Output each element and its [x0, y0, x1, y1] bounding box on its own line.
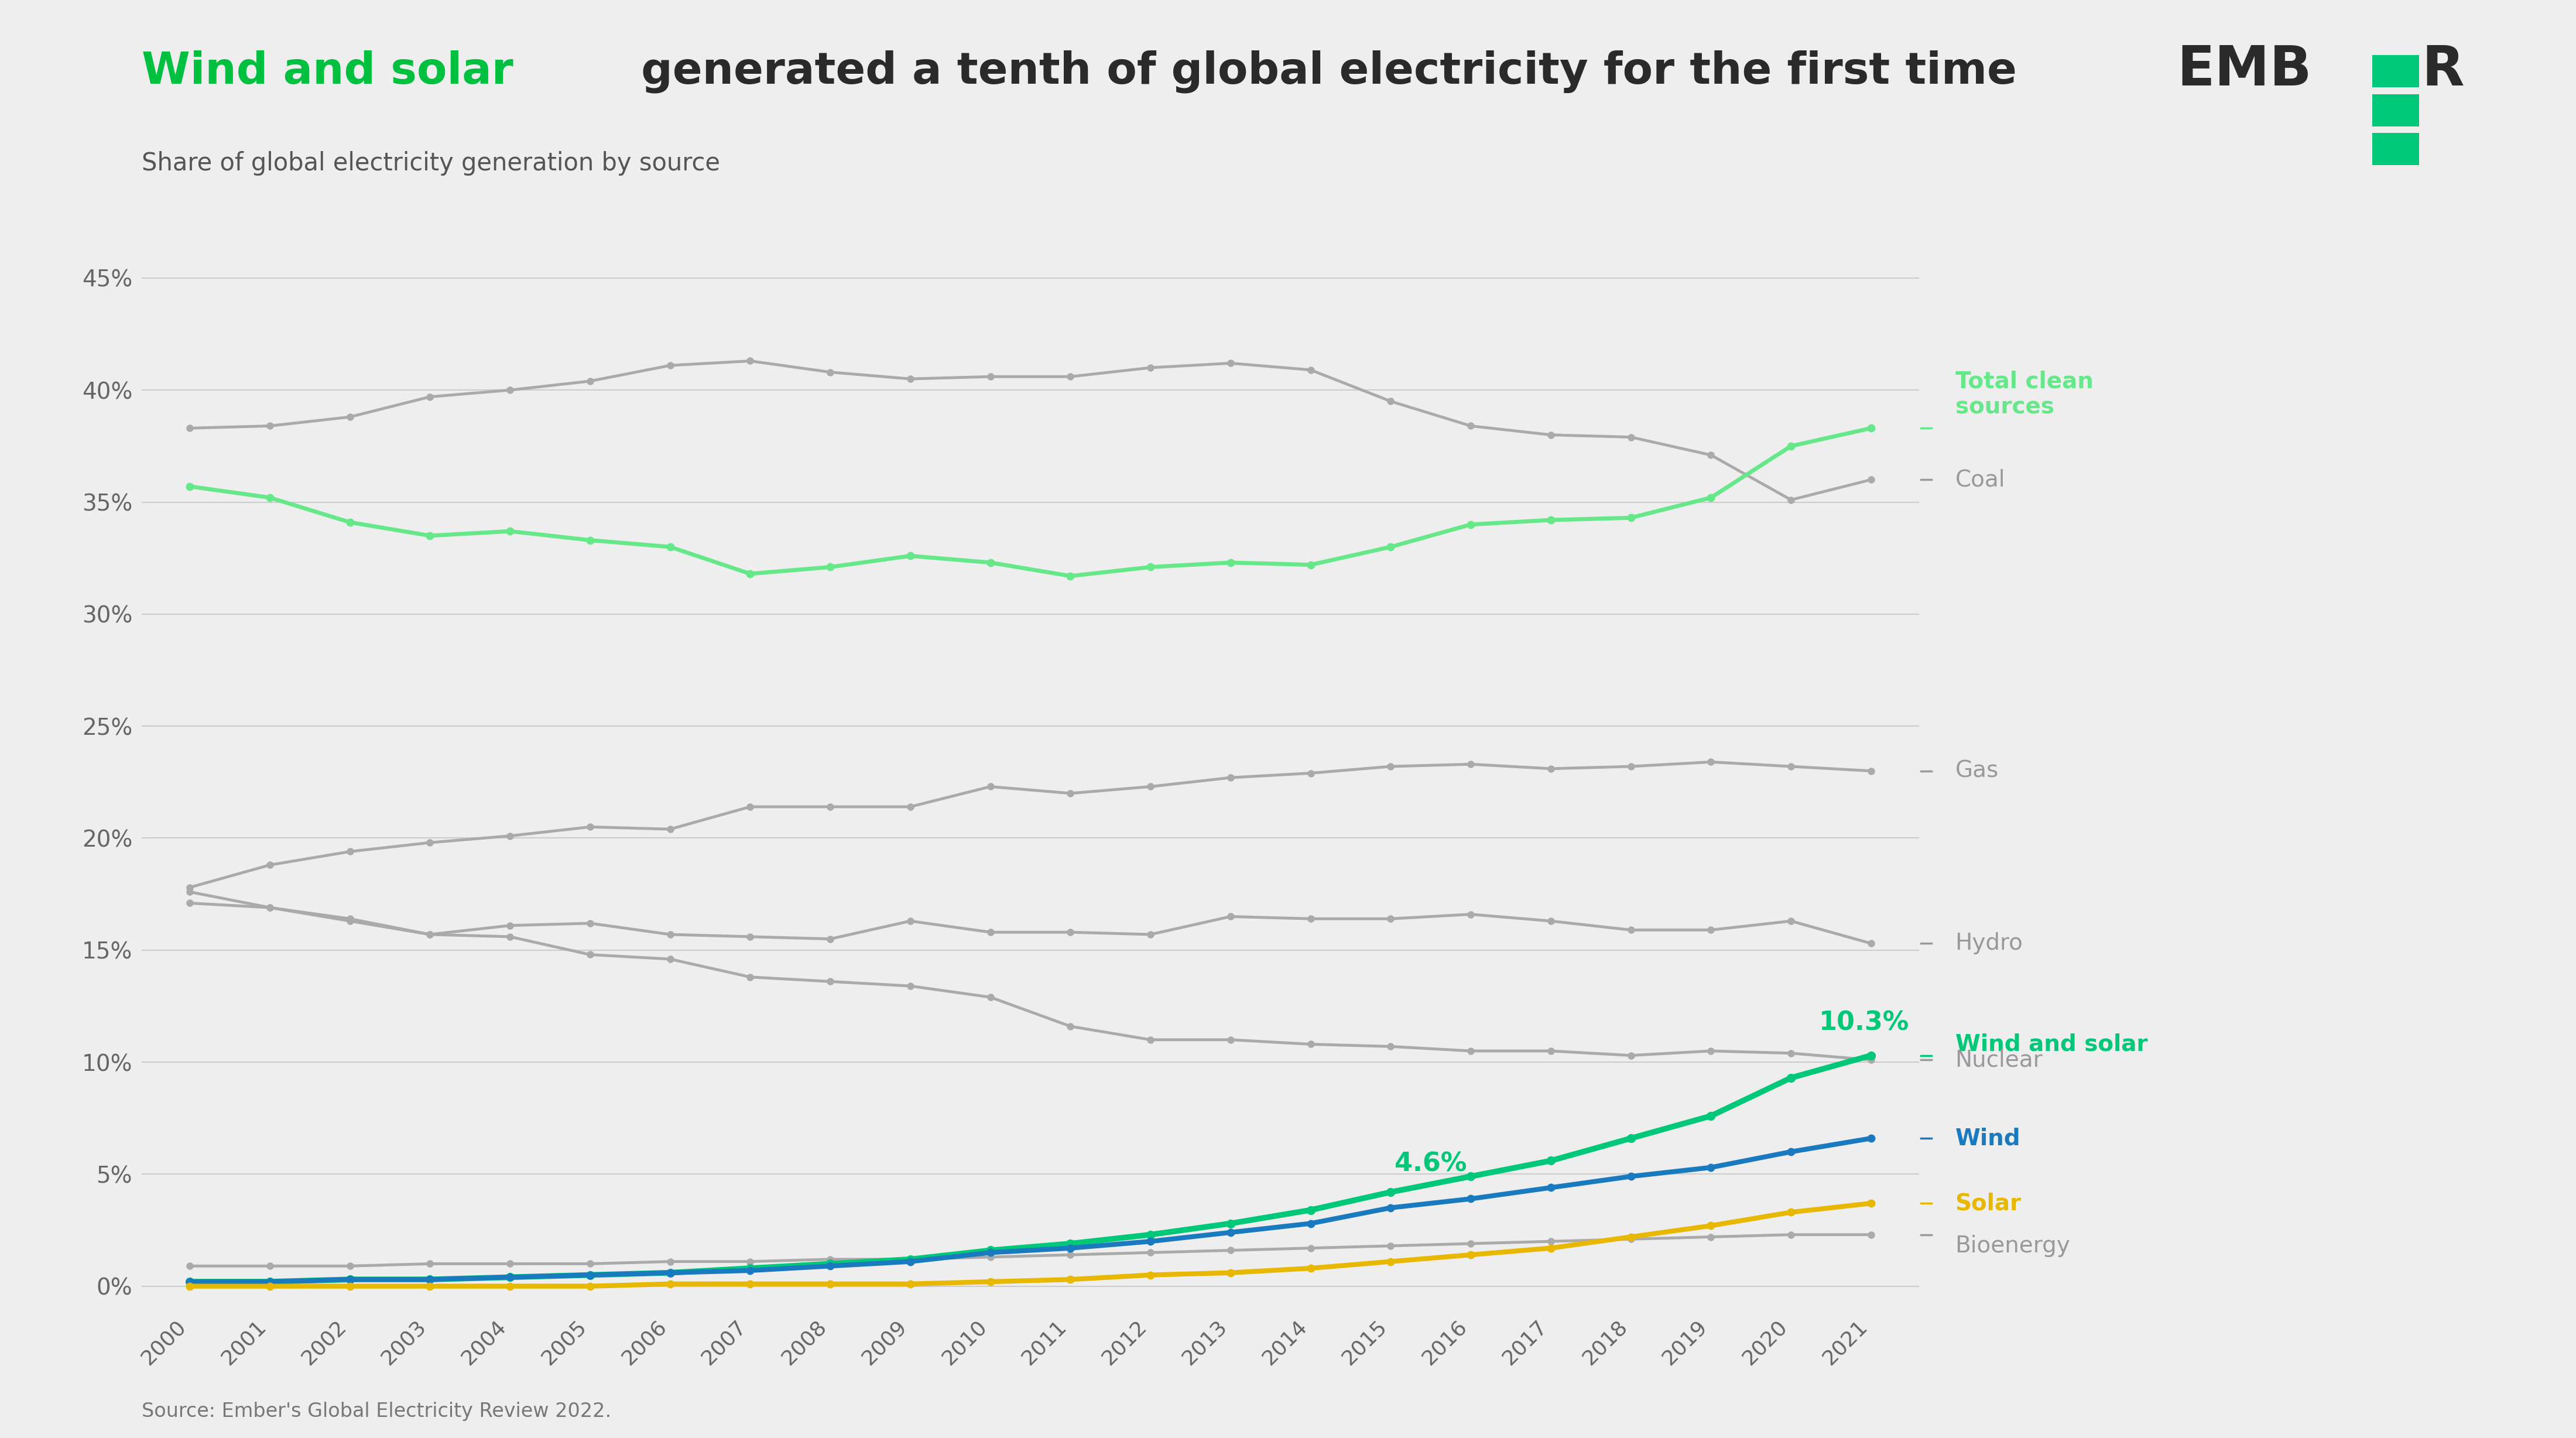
Text: Wind: Wind — [1955, 1127, 2020, 1149]
Text: Bioenergy: Bioenergy — [1955, 1235, 2071, 1257]
Text: Total clean
sources: Total clean sources — [1955, 371, 2094, 418]
Text: Nuclear: Nuclear — [1955, 1048, 2043, 1071]
Text: 4.6%: 4.6% — [1394, 1152, 1466, 1176]
Text: Wind and solar: Wind and solar — [142, 50, 513, 93]
Text: EMB: EMB — [2177, 43, 2311, 96]
Bar — [2372, 134, 2419, 165]
Bar — [2372, 55, 2419, 88]
Text: Source: Ember's Global Electricity Review 2022.: Source: Ember's Global Electricity Revie… — [142, 1402, 611, 1421]
Text: Wind and solar: Wind and solar — [1955, 1032, 2148, 1055]
Bar — [2372, 93, 2419, 127]
Text: R: R — [2421, 43, 2465, 96]
Text: Hydro: Hydro — [1955, 932, 2022, 955]
Text: Solar: Solar — [1955, 1192, 2022, 1215]
Text: generated a tenth of global electricity for the first time: generated a tenth of global electricity … — [626, 50, 2017, 93]
Text: Gas: Gas — [1955, 759, 1999, 782]
Text: Coal: Coal — [1955, 469, 2004, 490]
Text: Share of global electricity generation by source: Share of global electricity generation b… — [142, 151, 721, 175]
Text: 10.3%: 10.3% — [1819, 1009, 1909, 1035]
